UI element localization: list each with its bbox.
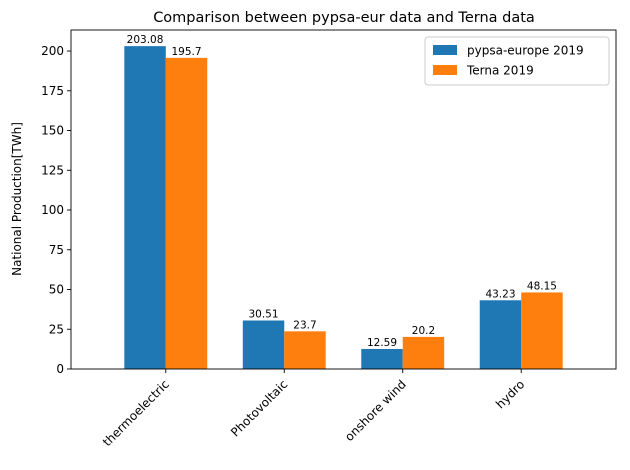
y-tick-label: 50: [49, 283, 64, 297]
x-tick-label: thermoelectric: [100, 377, 172, 449]
x-tick-label: hydro: [493, 377, 527, 411]
legend-label: Terna 2019: [466, 64, 534, 78]
y-tick-label: 200: [41, 44, 64, 58]
bar-value-label: 23.7: [293, 319, 316, 331]
bar-pypsa-europe-2019-photovoltaic: [242, 320, 285, 369]
bar-value-label: 20.2: [412, 325, 435, 337]
bar-value-label: 12.59: [367, 337, 397, 349]
axes-frame: [70, 29, 617, 370]
y-tick-label: 0: [56, 362, 64, 376]
bar-value-label: 43.23: [485, 288, 515, 300]
legend-box: [424, 36, 610, 86]
bar-terna-2019-thermoelectric: [165, 57, 208, 370]
y-tick-label: 175: [41, 84, 64, 98]
bar-value-label: 195.7: [171, 46, 201, 58]
bar-value-label: 30.51: [248, 308, 278, 320]
bar-terna-2019-onshore-wind: [402, 336, 445, 369]
legend-swatch: [433, 45, 457, 55]
legend-swatch: [433, 65, 457, 75]
plot-area: 203.08 30.51 12.59 43.23 195.7 23.7 20.2 48.15 0…: [41, 29, 617, 449]
x-tick-label: Photovoltaic: [228, 377, 290, 439]
bar-pypsa-europe-2019-hydro: [479, 300, 522, 369]
bar-pypsa-europe-2019-thermoelectric: [124, 46, 166, 369]
chart-title: Comparison between pypsa-eur data and Te…: [153, 10, 535, 26]
bar-value-label: 203.08: [127, 34, 164, 46]
bar-terna-2019-photovoltaic: [284, 331, 326, 369]
bar-terna-2019-hydro: [521, 292, 563, 369]
bar-pypsa-europe-2019-onshore-wind: [361, 348, 403, 369]
y-tick-label: 100: [41, 203, 64, 217]
bar-value-label: 48.15: [527, 280, 557, 292]
y-axis-label: National Production[TWh]: [10, 122, 24, 276]
legend-label: pypsa-europe 2019: [467, 44, 584, 58]
legend: pypsa-europe 2019 Terna 2019: [424, 36, 610, 86]
y-tick-label: 150: [41, 124, 64, 138]
y-tick-label: 75: [49, 243, 64, 257]
y-tick-label: 25: [49, 322, 64, 336]
y-tick-label: 125: [41, 163, 64, 177]
x-tick-label: onshore wind: [342, 377, 409, 444]
